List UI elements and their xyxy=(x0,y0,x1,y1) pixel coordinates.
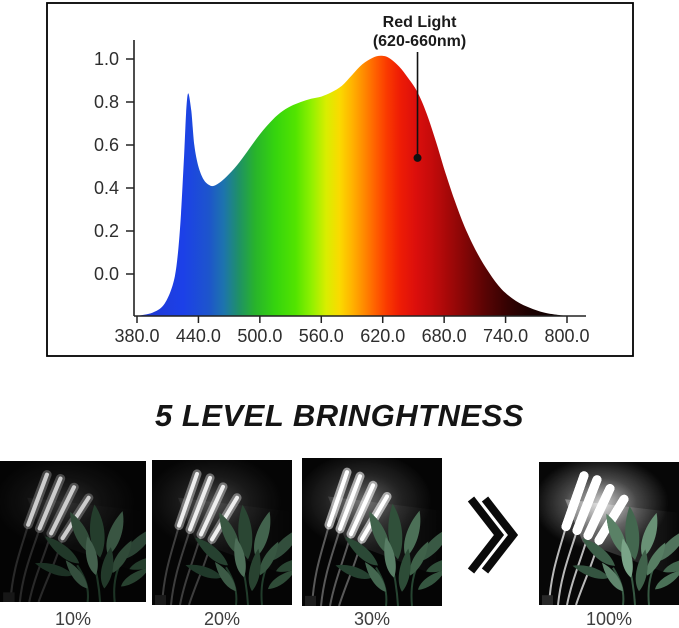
x-tick-label: 800.0 xyxy=(544,326,589,346)
y-tick-label: 1.0 xyxy=(94,49,119,69)
grow-light-photo xyxy=(0,461,146,602)
spectrum-chart: 1.0 0.8 0.6 0.4 0.2 0.0 380.0 440.0 500.0 560.0 62… xyxy=(46,2,634,357)
y-tick-label: 0.6 xyxy=(94,135,119,155)
y-tick-label: 0.8 xyxy=(94,92,119,112)
led-tubes xyxy=(23,470,94,543)
led-tubes xyxy=(174,469,242,544)
y-tick-label: 0.0 xyxy=(94,264,119,284)
grow-light-photo xyxy=(539,462,679,605)
spectral-distribution-area xyxy=(137,55,567,316)
double-chevron-right-icon xyxy=(467,496,518,574)
caption-10-percent: 10% xyxy=(54,609,92,628)
x-tick-label: 380.0 xyxy=(114,326,159,346)
photo-brightness-20 xyxy=(152,460,292,605)
plant xyxy=(33,503,146,602)
photo-brightness-10 xyxy=(0,461,146,602)
caption-20-percent: 20% xyxy=(203,609,241,628)
plant xyxy=(570,505,679,605)
grow-light-photo xyxy=(302,458,442,606)
annotation-dot xyxy=(413,153,422,162)
section-heading: 5 LEVEL BRINGHTNESS xyxy=(155,398,524,433)
photo-brightness-100 xyxy=(539,462,679,605)
y-tick-label: 0.4 xyxy=(94,178,119,198)
x-tick-label: 440.0 xyxy=(176,326,221,346)
x-tick-label: 620.0 xyxy=(360,326,405,346)
caption-100-percent: 100% xyxy=(585,609,633,628)
x-tick-label: 560.0 xyxy=(299,326,344,346)
x-tick-label: 680.0 xyxy=(422,326,467,346)
caption-30-percent: 30% xyxy=(353,609,391,628)
annotation-range: (620-660nm) xyxy=(373,33,466,50)
clamp-base xyxy=(305,595,316,606)
photo-brightness-30 xyxy=(302,458,442,606)
clamp-base xyxy=(155,595,166,605)
annotation-title: Red Light xyxy=(383,14,457,31)
plant xyxy=(183,503,292,605)
clamp-base xyxy=(3,592,15,602)
chart-border xyxy=(46,2,634,357)
x-tick-label: 500.0 xyxy=(237,326,282,346)
clamp-base xyxy=(542,595,553,605)
grow-light-photo xyxy=(152,460,292,605)
x-tick-label: 740.0 xyxy=(483,326,528,346)
y-tick-label: 0.2 xyxy=(94,221,119,241)
plant xyxy=(333,502,442,606)
